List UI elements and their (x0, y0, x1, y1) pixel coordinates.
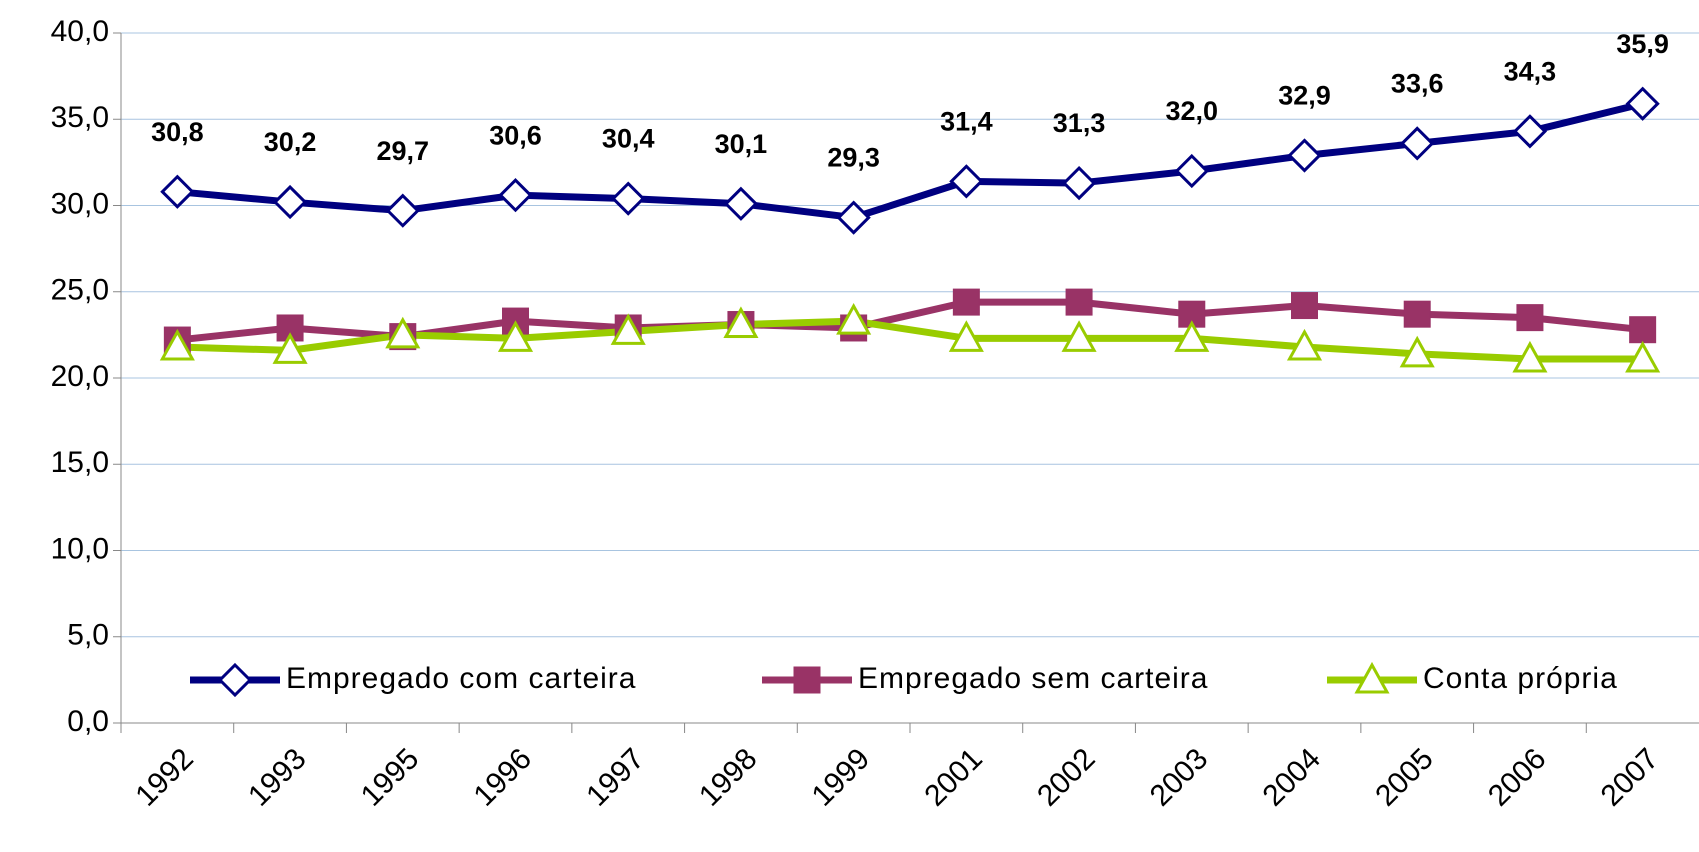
marker (1628, 89, 1658, 119)
data-label: 31,4 (940, 106, 993, 136)
marker (794, 667, 820, 693)
chart: 0,0 5,0 10,0 15,0 20,0 25,0 30,0 35,0 40,0 1992 19… (0, 0, 1699, 847)
marker (1402, 128, 1432, 158)
data-label: 30,2 (264, 127, 317, 157)
data-label: 33,6 (1391, 69, 1444, 99)
marker (1066, 289, 1092, 315)
x-tick-label: 1995 (355, 742, 426, 813)
y-tick-label: 20,0 (51, 360, 109, 393)
legend-label: Empregado sem carteira (858, 662, 1208, 695)
marker (1064, 168, 1094, 198)
marker (220, 665, 250, 695)
marker (1404, 301, 1430, 327)
data-label: 30,6 (489, 120, 542, 150)
y-tick-label: 10,0 (51, 532, 109, 565)
data-label: 29,7 (377, 136, 430, 166)
y-tick-label: 0,0 (67, 705, 109, 738)
legend-item: Conta própria (1327, 662, 1618, 695)
marker (953, 289, 979, 315)
y-tick-label: 30,0 (51, 187, 109, 220)
legend-label: Empregado com carteira (286, 662, 636, 695)
marker (162, 177, 192, 207)
data-label: 30,4 (602, 124, 655, 154)
x-tick-label: 2002 (1031, 742, 1102, 813)
marker (726, 189, 756, 219)
data-label: 32,9 (1278, 81, 1331, 111)
marker (951, 166, 981, 196)
y-tick-label: 5,0 (67, 619, 109, 652)
x-tick-label: 2007 (1595, 742, 1666, 813)
y-tick-label: 15,0 (51, 446, 109, 479)
y-tick-label: 35,0 (51, 101, 109, 134)
x-tick-label: 1999 (806, 742, 877, 813)
legend-label: Conta própria (1423, 662, 1618, 695)
x-tick-label: 1998 (693, 742, 764, 813)
data-label: 31,3 (1053, 108, 1106, 138)
x-tick-label: 1992 (129, 742, 200, 813)
x-tick-label: 2004 (1257, 742, 1328, 813)
marker (613, 184, 643, 214)
legend-item: Empregado sem carteira (762, 662, 1208, 695)
marker (1292, 293, 1318, 319)
marker (839, 203, 869, 233)
data-label: 32,0 (1166, 96, 1219, 126)
x-tick-label: 1996 (468, 742, 539, 813)
x-tick-label: 1997 (580, 742, 651, 813)
data-label: 35,9 (1616, 29, 1669, 59)
marker (275, 187, 305, 217)
data-label: 34,3 (1504, 56, 1557, 86)
data-label: 29,3 (827, 143, 880, 173)
data-label: 30,8 (151, 117, 204, 147)
y-tick-label: 40,0 (51, 15, 109, 48)
x-tick-label: 2003 (1144, 742, 1215, 813)
legend-item: Empregado com carteira (190, 662, 636, 695)
y-tick-label: 25,0 (51, 274, 109, 307)
marker (1515, 116, 1545, 146)
x-tick-label: 2001 (918, 742, 989, 813)
marker (1177, 156, 1207, 186)
x-tick-label: 1993 (242, 742, 313, 813)
x-tick-label: 2006 (1482, 742, 1553, 813)
marker (1517, 305, 1543, 331)
marker (1630, 317, 1656, 343)
x-tick-label: 2005 (1369, 742, 1440, 813)
marker (1290, 140, 1320, 170)
marker (388, 196, 418, 226)
data-label: 30,1 (715, 129, 768, 159)
